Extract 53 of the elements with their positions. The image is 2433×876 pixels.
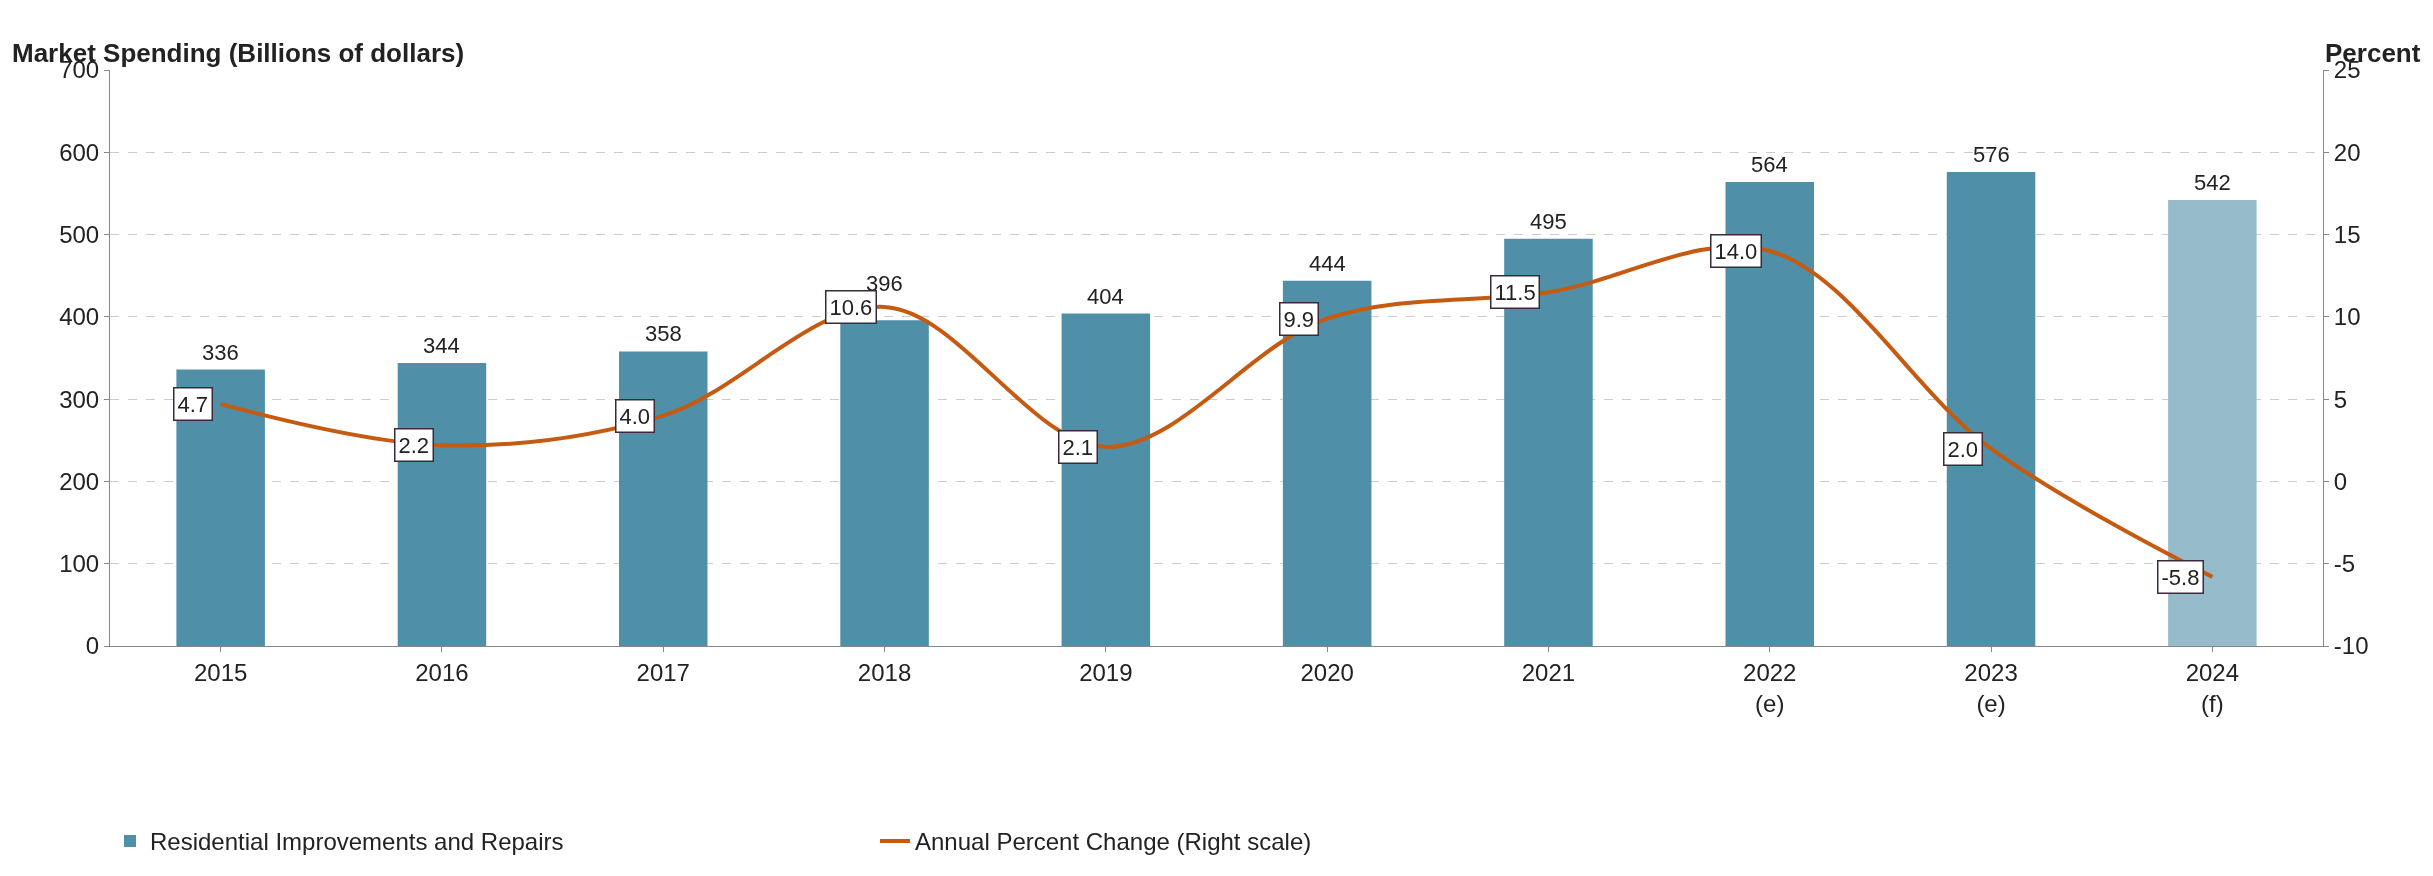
data-label: 2.1 (1062, 434, 1094, 460)
legend-label: Residential Improvements and Repairs (150, 828, 564, 856)
x-tick-label: 2016 (415, 658, 469, 686)
data-label: 2.0 (1947, 436, 1979, 462)
bar (397, 362, 487, 646)
data-label: 4.0 (619, 403, 651, 429)
bar (840, 320, 929, 646)
bar (1282, 280, 1372, 646)
y-tick-label: 300 (59, 385, 100, 413)
data-label: 444 (1309, 251, 1346, 276)
data-label: 14.0 (1714, 238, 1758, 264)
data-label: 9.9 (1283, 306, 1315, 332)
y2-tick-label: 5 (2333, 385, 2348, 413)
y2-tick-label: 10 (2333, 303, 2361, 331)
x-tick-label: 2019 (1079, 658, 1133, 686)
data-label: 11.5 (1494, 279, 1536, 305)
data-label: 336 (202, 340, 239, 365)
data-label: 576 (1973, 142, 2010, 167)
y-tick-label: 200 (59, 467, 100, 495)
data-label: 2.2 (398, 432, 430, 458)
x-tick-label: 2022 (e) (1743, 658, 1797, 717)
data-label: 344 (423, 333, 460, 358)
y2-tick-label: -5 (2333, 550, 2356, 578)
data-label: 404 (1087, 284, 1124, 309)
x-tick-label: 2015 (193, 658, 248, 686)
data-label: -5.8 (2161, 564, 2200, 590)
data-label: 396 (866, 271, 903, 296)
x-tick-label: 2024 (f) (2185, 658, 2240, 717)
x-tick-label: 2021 (1521, 658, 1576, 686)
y-tick-label: 0 (85, 632, 100, 660)
x-tick-label: 2018 (857, 658, 912, 686)
y-tick-label: 500 (59, 220, 100, 248)
y2-tick-label: 20 (2333, 138, 2361, 166)
data-label: 358 (645, 321, 682, 346)
bar (618, 351, 708, 646)
data-label: 495 (1530, 209, 1567, 234)
y2-tick-label: 0 (2333, 467, 2348, 495)
y-tick-label: 600 (59, 138, 100, 166)
legend-label: Annual Percent Change (Right scale) (915, 828, 1312, 856)
data-label: 4.7 (177, 391, 209, 417)
y2-tick-label: -10 (2333, 632, 2369, 660)
data-label: 564 (1751, 152, 1788, 177)
data-label: 10.6 (829, 294, 873, 320)
bar (1946, 172, 2036, 646)
bar (1061, 313, 1151, 646)
y2-tick-label: 15 (2333, 220, 2361, 248)
y-tick-label: 400 (59, 303, 100, 331)
bar (176, 369, 265, 646)
x-tick-label: 2023 (e) (1964, 658, 2018, 717)
x-tick-label: 2020 (1300, 658, 1354, 686)
y-tick-label: 100 (59, 550, 100, 578)
data-label: 542 (2194, 170, 2231, 195)
x-tick-label: 2017 (636, 658, 690, 686)
